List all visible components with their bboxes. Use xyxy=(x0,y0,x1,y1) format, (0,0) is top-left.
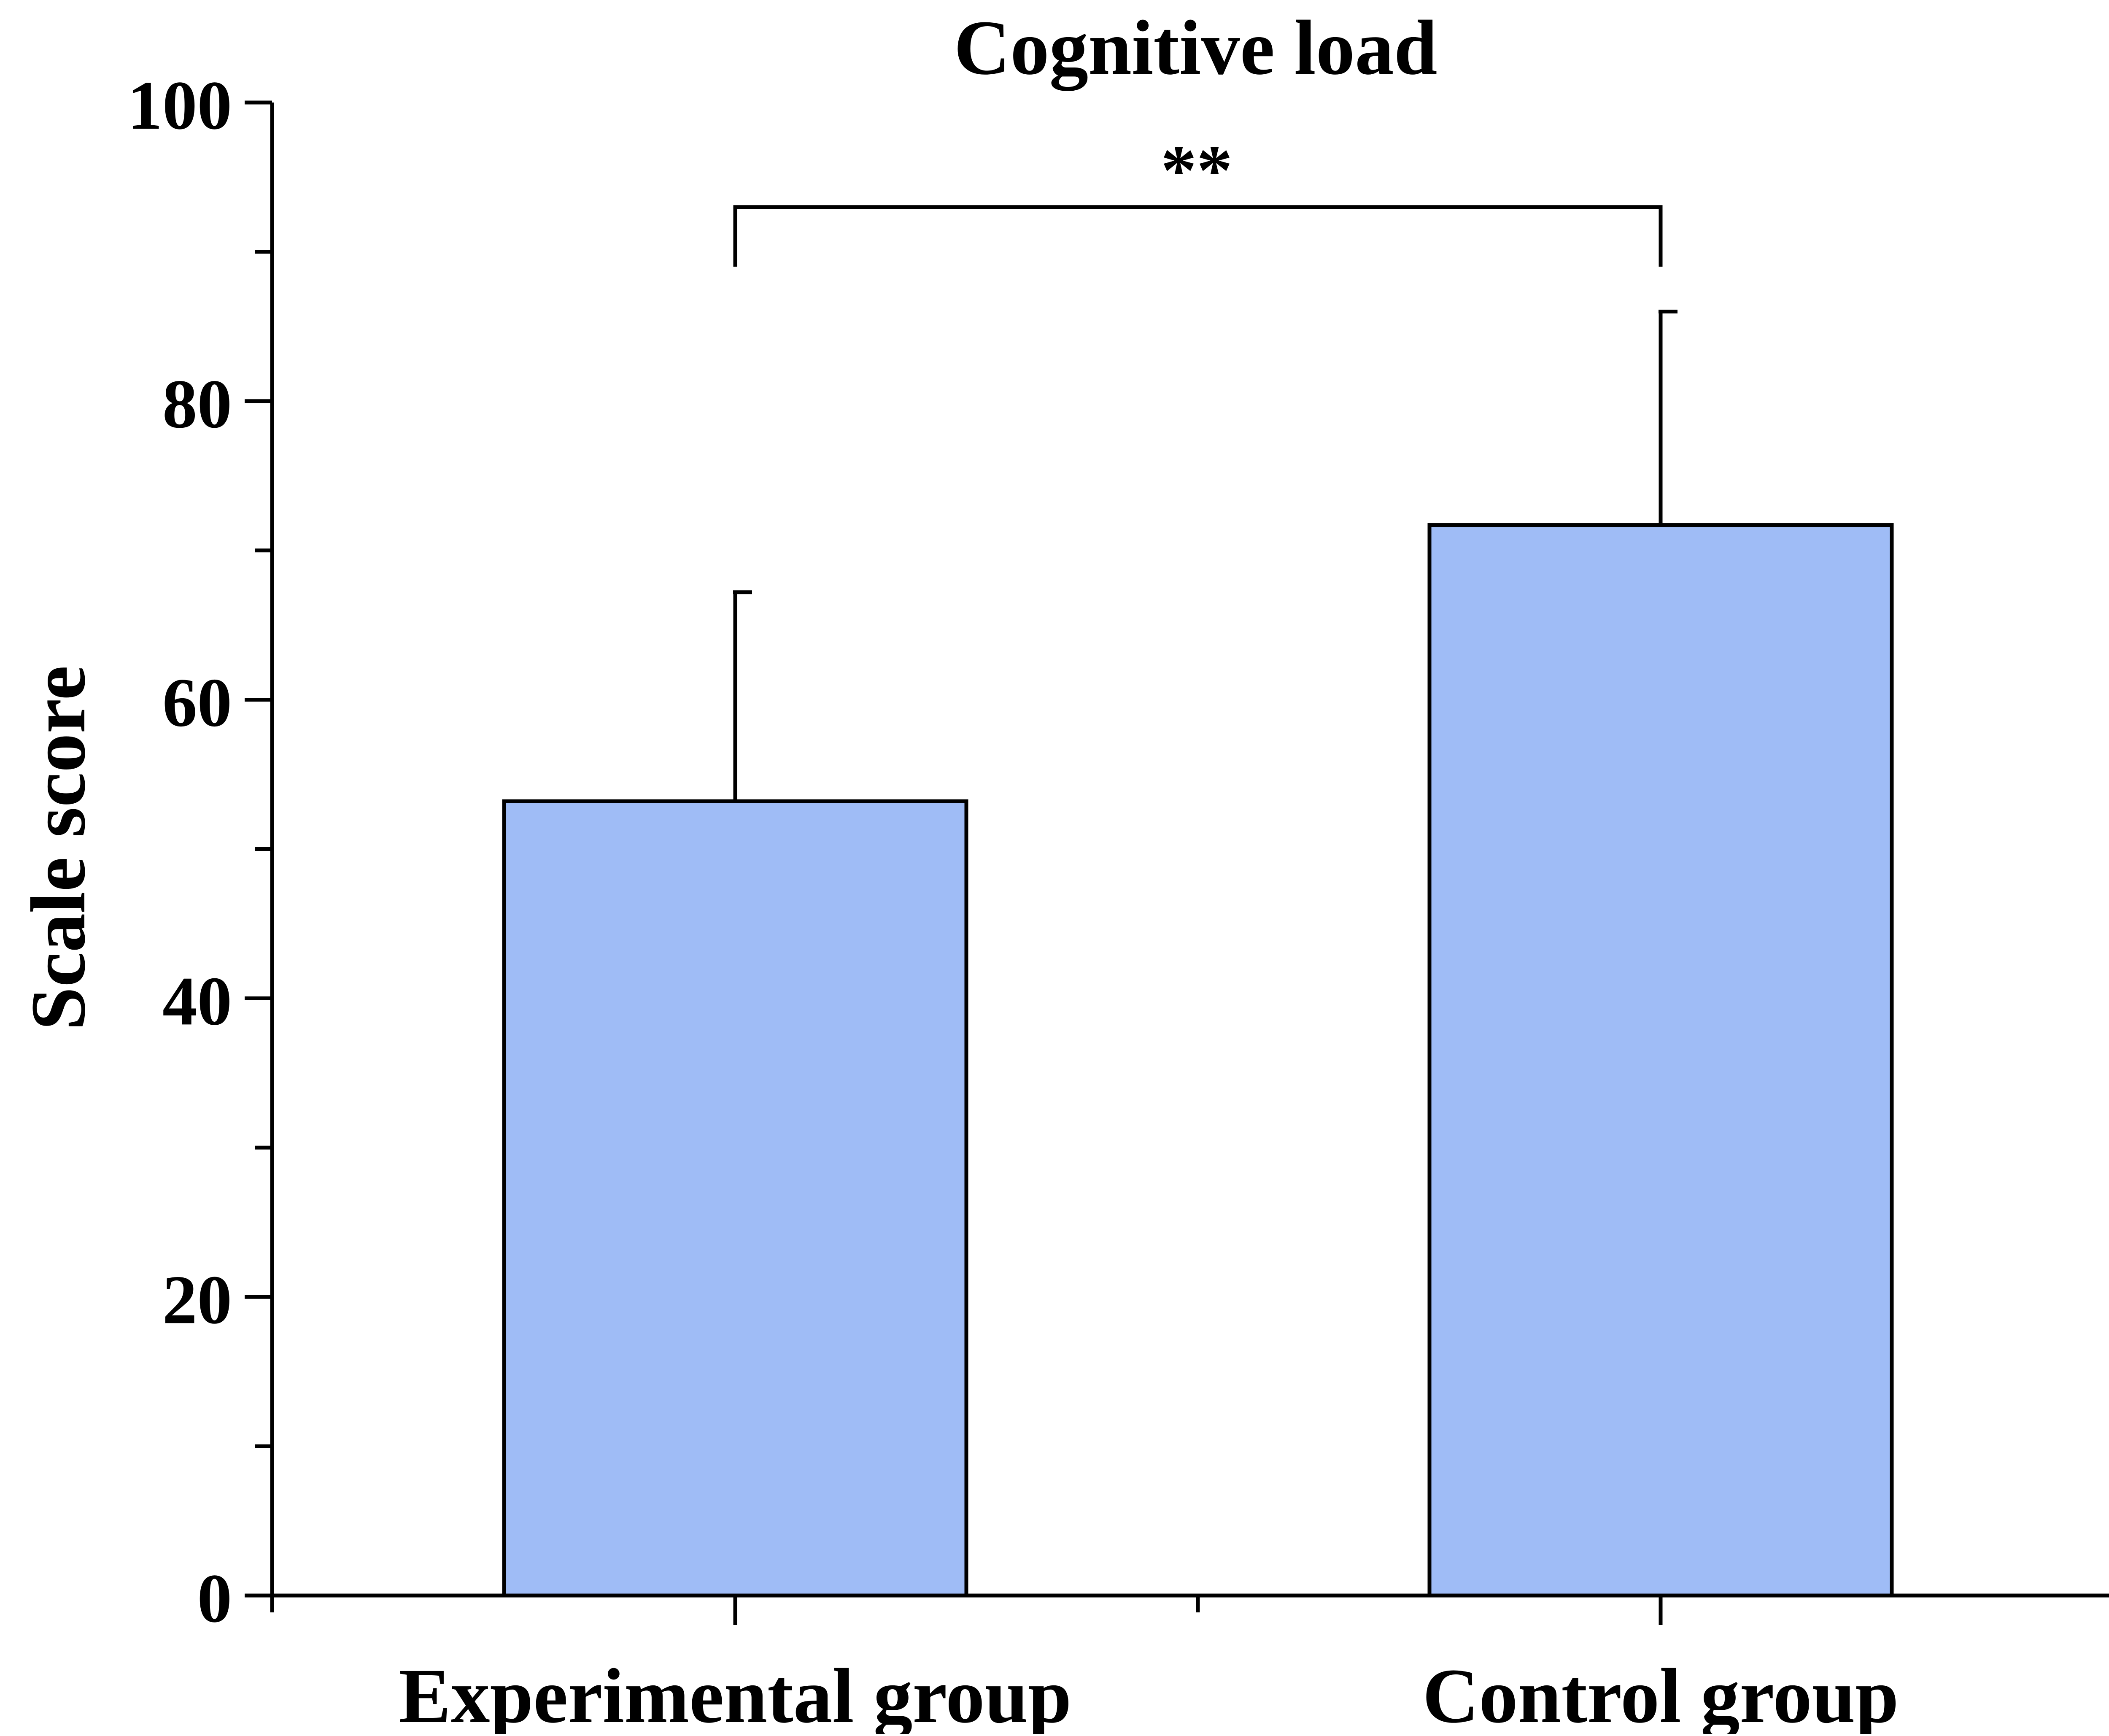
x-tick-label: Control group xyxy=(1422,1653,1899,1734)
y-tick-label: 0 xyxy=(197,1560,232,1637)
y-tick-label: 60 xyxy=(162,664,232,741)
y-tick-label: 80 xyxy=(162,365,232,443)
y-axis-label: Scale score xyxy=(15,666,102,1031)
y-tick-label: 40 xyxy=(162,962,232,1039)
plot-area: 0 20 40 60 80 100 Experimental group Control gr… xyxy=(128,67,2109,1734)
significance-bracket xyxy=(735,207,1661,267)
y-tick-label: 20 xyxy=(162,1261,232,1338)
y-tick-label: 100 xyxy=(128,67,232,144)
x-tick-label: Experimental group xyxy=(399,1653,1072,1734)
significance-label: ** xyxy=(1161,131,1232,210)
bar-control-group xyxy=(1429,525,1892,1596)
bar-experimental-group xyxy=(504,801,966,1596)
chart-title: Cognitive load xyxy=(954,5,1437,91)
